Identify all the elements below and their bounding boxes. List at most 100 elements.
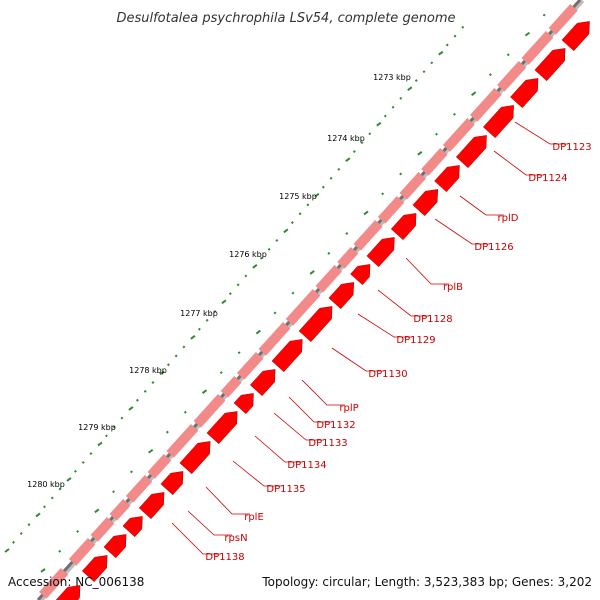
tick-track <box>4 25 465 553</box>
gene-label: rplE <box>244 512 264 523</box>
tick-mark <box>298 212 302 216</box>
tick-label: 1275 kbp <box>279 192 317 201</box>
reverse-gene-block <box>90 516 115 542</box>
gene-label: DP1126 <box>474 242 513 253</box>
reverse-gene-block <box>399 171 426 200</box>
reverse-gene-block <box>193 393 226 428</box>
inner-tick-mark <box>471 91 477 97</box>
tick-mark <box>453 34 457 38</box>
inner-tick-mark <box>201 389 208 394</box>
forward-gene-arrow <box>390 213 417 241</box>
tick-mark <box>306 203 310 207</box>
tick-mark <box>283 228 289 234</box>
tick-mark <box>190 335 196 340</box>
tick-mark <box>329 176 333 180</box>
tick-mark <box>151 381 155 384</box>
inner-tick-mark <box>291 291 295 295</box>
inner-tick-mark <box>309 270 315 275</box>
reverse-gene-block <box>548 3 578 35</box>
tick-mark <box>360 141 364 145</box>
tick-mark <box>27 523 31 527</box>
forward-gene-arrow <box>434 165 460 193</box>
gene-label: DP1129 <box>396 335 435 346</box>
tick-labels: 1273 kbp 1274 kbp 1275 kbp 1276 kbp 1277 kbp… <box>27 73 411 489</box>
tick-mark <box>182 345 186 349</box>
tick-mark <box>143 389 147 393</box>
forward-gene-arrow <box>482 105 514 139</box>
gene-label-leader <box>357 313 412 338</box>
reverse-strand <box>39 3 578 599</box>
gene-label: DP1134 <box>287 460 326 471</box>
tick-mark <box>89 452 93 456</box>
tick-mark <box>244 274 248 278</box>
reverse-gene-block <box>285 288 321 326</box>
tick-mark <box>422 70 426 74</box>
inner-tick-mark <box>524 31 531 37</box>
tick-mark <box>197 327 201 331</box>
gene-label: DP1123 <box>552 142 591 153</box>
tick-mark <box>104 434 108 438</box>
reverse-gene-block <box>421 147 448 176</box>
reverse-gene-block <box>258 321 291 356</box>
inner-tick-mark <box>183 410 187 414</box>
gene-label: rpsN <box>224 533 247 544</box>
tick-mark <box>252 263 258 269</box>
reverse-gene-block <box>469 87 502 122</box>
forward-gene-arrow <box>366 237 395 268</box>
tick-mark <box>35 512 41 518</box>
tick-mark <box>81 460 85 464</box>
gene-label: rplB <box>443 282 463 293</box>
tick-mark <box>159 370 165 376</box>
reverse-gene-block <box>442 117 475 152</box>
tick-label: 1276 kbp <box>229 250 267 259</box>
gene-label-leader <box>187 510 232 536</box>
tick-mark <box>337 167 341 171</box>
reverse-gene-block <box>315 264 342 293</box>
reverse-gene-block <box>521 30 554 65</box>
tick-mark <box>321 185 325 189</box>
inner-tick-mark <box>148 448 154 454</box>
forward-gene-arrow <box>534 48 566 82</box>
gene-label-leader <box>254 435 303 463</box>
tick-mark <box>74 469 77 473</box>
reverse-gene-block <box>220 375 242 398</box>
tick-mark <box>438 50 444 56</box>
gene-label-leader <box>273 412 324 441</box>
tick-mark <box>445 43 449 47</box>
tick-label: 1280 kbp <box>27 480 65 489</box>
gene-label: DP1133 <box>308 438 347 449</box>
gene-label-leader <box>434 218 490 245</box>
tick-label: 1278 kbp <box>129 366 167 375</box>
forward-gene-arrow <box>160 471 184 496</box>
forward-gene-arrow <box>271 339 303 373</box>
reverse-gene-block <box>109 498 131 521</box>
tick-mark <box>236 283 240 287</box>
inner-tick-mark <box>94 508 100 514</box>
gene-label: rplD <box>498 213 519 224</box>
tick-label: 1274 kbp <box>327 134 365 143</box>
forward-gene-arrow <box>122 516 143 538</box>
tick-mark <box>174 354 178 358</box>
inner-tick-mark <box>237 351 241 355</box>
forward-gene-arrow <box>561 21 590 52</box>
tick-mark <box>290 221 294 225</box>
gene-label: DP1138 <box>205 552 244 563</box>
inner-tick-mark <box>165 430 169 434</box>
reverse-gene-block <box>68 537 96 566</box>
inner-tick-mark <box>255 329 261 335</box>
tick-label: 1273 kbp <box>373 73 411 82</box>
inner-tick-mark <box>273 311 277 315</box>
tick-mark <box>391 105 395 109</box>
tick-mark <box>383 114 387 118</box>
forward-gene-arrow <box>233 393 254 415</box>
gene-label-leader <box>171 522 221 555</box>
forward-strand <box>55 21 590 600</box>
tick-mark <box>275 238 279 242</box>
tick-mark <box>228 292 232 296</box>
gene-label: DP1132 <box>316 420 355 431</box>
tick-mark <box>430 61 434 65</box>
inner-tick-mark <box>435 132 438 136</box>
tick-mark <box>12 540 15 544</box>
inner-tick-mark <box>327 251 331 255</box>
inner-tick-mark <box>452 112 456 116</box>
